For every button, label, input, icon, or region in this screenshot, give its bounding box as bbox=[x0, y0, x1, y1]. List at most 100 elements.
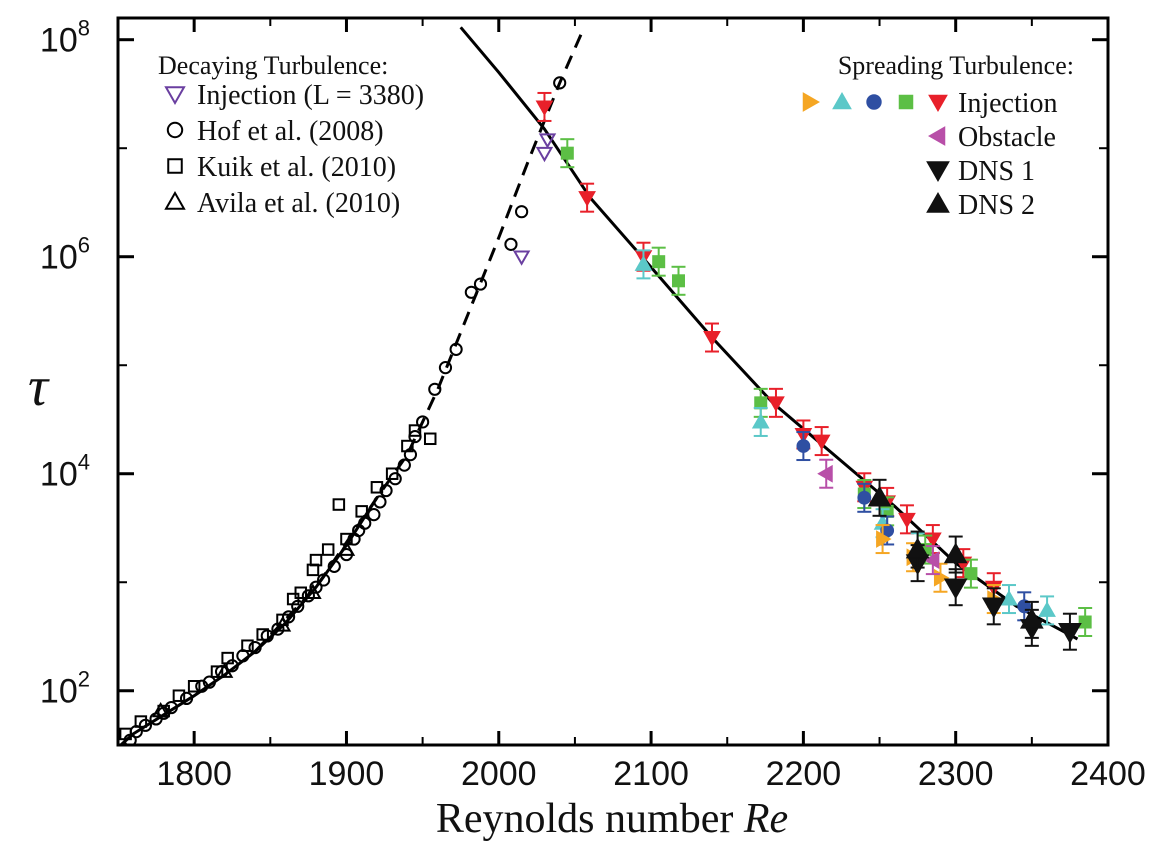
data-point bbox=[438, 361, 453, 375]
legend-decaying-label: Kuik et al. (2010) bbox=[197, 152, 396, 183]
legend-decaying-label: Injection (L = 3380) bbox=[197, 80, 424, 111]
legend-marker bbox=[926, 191, 950, 213]
data-point bbox=[560, 146, 574, 160]
legend-marker bbox=[167, 158, 183, 174]
data-point bbox=[812, 434, 831, 451]
data-point bbox=[512, 250, 531, 266]
legend-spreading-label: DNS 2 bbox=[958, 190, 1035, 221]
data-point bbox=[119, 727, 132, 741]
data-point bbox=[276, 613, 289, 627]
data-point bbox=[504, 237, 518, 251]
x-tick-label: 1900 bbox=[309, 755, 385, 793]
data-point bbox=[535, 100, 554, 116]
data-point bbox=[151, 702, 170, 718]
legend-spreading-label: Obstacle bbox=[958, 122, 1056, 153]
data-point bbox=[134, 715, 148, 728]
y-tick-label: 108 bbox=[40, 16, 90, 60]
data-point bbox=[652, 255, 666, 269]
data-point bbox=[202, 675, 216, 689]
data-point bbox=[179, 691, 194, 706]
data-point bbox=[449, 342, 463, 356]
data-point bbox=[703, 331, 721, 347]
data-point bbox=[367, 508, 381, 522]
fit-decay-solid bbox=[118, 496, 379, 745]
data-point bbox=[118, 744, 125, 745]
legend-decaying-title: Decaying Turbulence: bbox=[158, 51, 388, 80]
data-point bbox=[273, 616, 292, 632]
legend-marker bbox=[926, 161, 950, 183]
legend-marker bbox=[866, 94, 882, 110]
data-point bbox=[578, 191, 596, 207]
data-point bbox=[981, 597, 1006, 619]
data-point bbox=[876, 530, 892, 548]
data-point bbox=[309, 553, 323, 567]
axis-ticks: 1800 1900 2000 2100 2200 2300 2400 102 104 106 108 bbox=[40, 16, 1146, 793]
legend-marker bbox=[898, 94, 914, 110]
data-point bbox=[464, 285, 478, 299]
data-point bbox=[535, 146, 554, 163]
data-point bbox=[515, 205, 529, 219]
data-point bbox=[215, 662, 234, 678]
legend-spreading-title: Spreading Turbulence: bbox=[838, 51, 1074, 80]
data-point bbox=[401, 439, 414, 453]
legend-marker bbox=[927, 126, 946, 146]
data-point bbox=[905, 537, 930, 559]
data-point bbox=[428, 382, 442, 396]
series-spreading-injection-orange- bbox=[875, 524, 1003, 615]
data-point bbox=[1078, 615, 1092, 629]
series-spreading-injection-cyan- bbox=[634, 249, 1056, 626]
x-tick-label: 1800 bbox=[156, 755, 232, 793]
data-point bbox=[923, 551, 940, 569]
data-points bbox=[118, 76, 1093, 745]
data-point bbox=[408, 424, 422, 437]
legend-marker bbox=[166, 121, 184, 139]
data-point bbox=[164, 700, 178, 715]
data-point bbox=[767, 396, 785, 412]
series-dns-2 bbox=[867, 478, 1044, 639]
data-point bbox=[403, 448, 418, 462]
data-point bbox=[416, 415, 430, 429]
data-point bbox=[172, 689, 186, 702]
legend-decaying-label: Avila et al. (2010) bbox=[197, 188, 400, 219]
data-point bbox=[397, 458, 411, 472]
plot-frame bbox=[116, 16, 1110, 747]
data-point bbox=[373, 495, 387, 509]
data-point bbox=[370, 481, 384, 494]
legend-marker bbox=[164, 86, 186, 106]
x-tick-label: 2400 bbox=[1070, 755, 1146, 793]
legend-marker bbox=[802, 92, 821, 112]
data-point bbox=[355, 505, 368, 518]
x-axis-label: Reynolds number Re bbox=[436, 796, 788, 842]
data-point bbox=[332, 498, 346, 511]
data-point bbox=[321, 543, 335, 556]
series-kuik-et-al-2010- bbox=[119, 424, 437, 741]
legend-decaying: Decaying Turbulence:Injection (L = 3380)… bbox=[158, 51, 424, 219]
y-axis-label: τ bbox=[28, 356, 50, 418]
data-point bbox=[241, 639, 254, 652]
legend-marker bbox=[164, 190, 186, 210]
data-point bbox=[294, 586, 308, 600]
data-point bbox=[327, 559, 341, 573]
data-point bbox=[943, 578, 968, 600]
data-point bbox=[221, 651, 234, 665]
data-point bbox=[379, 483, 393, 498]
data-point bbox=[473, 277, 488, 291]
data-point bbox=[751, 412, 770, 429]
data-point bbox=[337, 540, 356, 556]
data-point bbox=[796, 439, 811, 453]
data-point bbox=[256, 628, 269, 641]
data-point bbox=[385, 467, 399, 480]
x-axis-label-symbol: Re bbox=[743, 796, 788, 842]
y-tick-label: 104 bbox=[40, 450, 90, 494]
data-point bbox=[553, 76, 567, 90]
data-point bbox=[286, 592, 300, 606]
legend-spreading: Spreading Turbulence:InjectionObstacleDN… bbox=[802, 51, 1074, 221]
series-obstacle bbox=[817, 458, 940, 576]
data-point bbox=[671, 274, 685, 288]
data-point bbox=[857, 490, 872, 505]
data-point bbox=[248, 640, 262, 655]
legend-spreading-label: Injection bbox=[958, 88, 1058, 119]
data-point bbox=[538, 133, 557, 149]
legend-spreading-label: DNS 1 bbox=[958, 156, 1035, 187]
